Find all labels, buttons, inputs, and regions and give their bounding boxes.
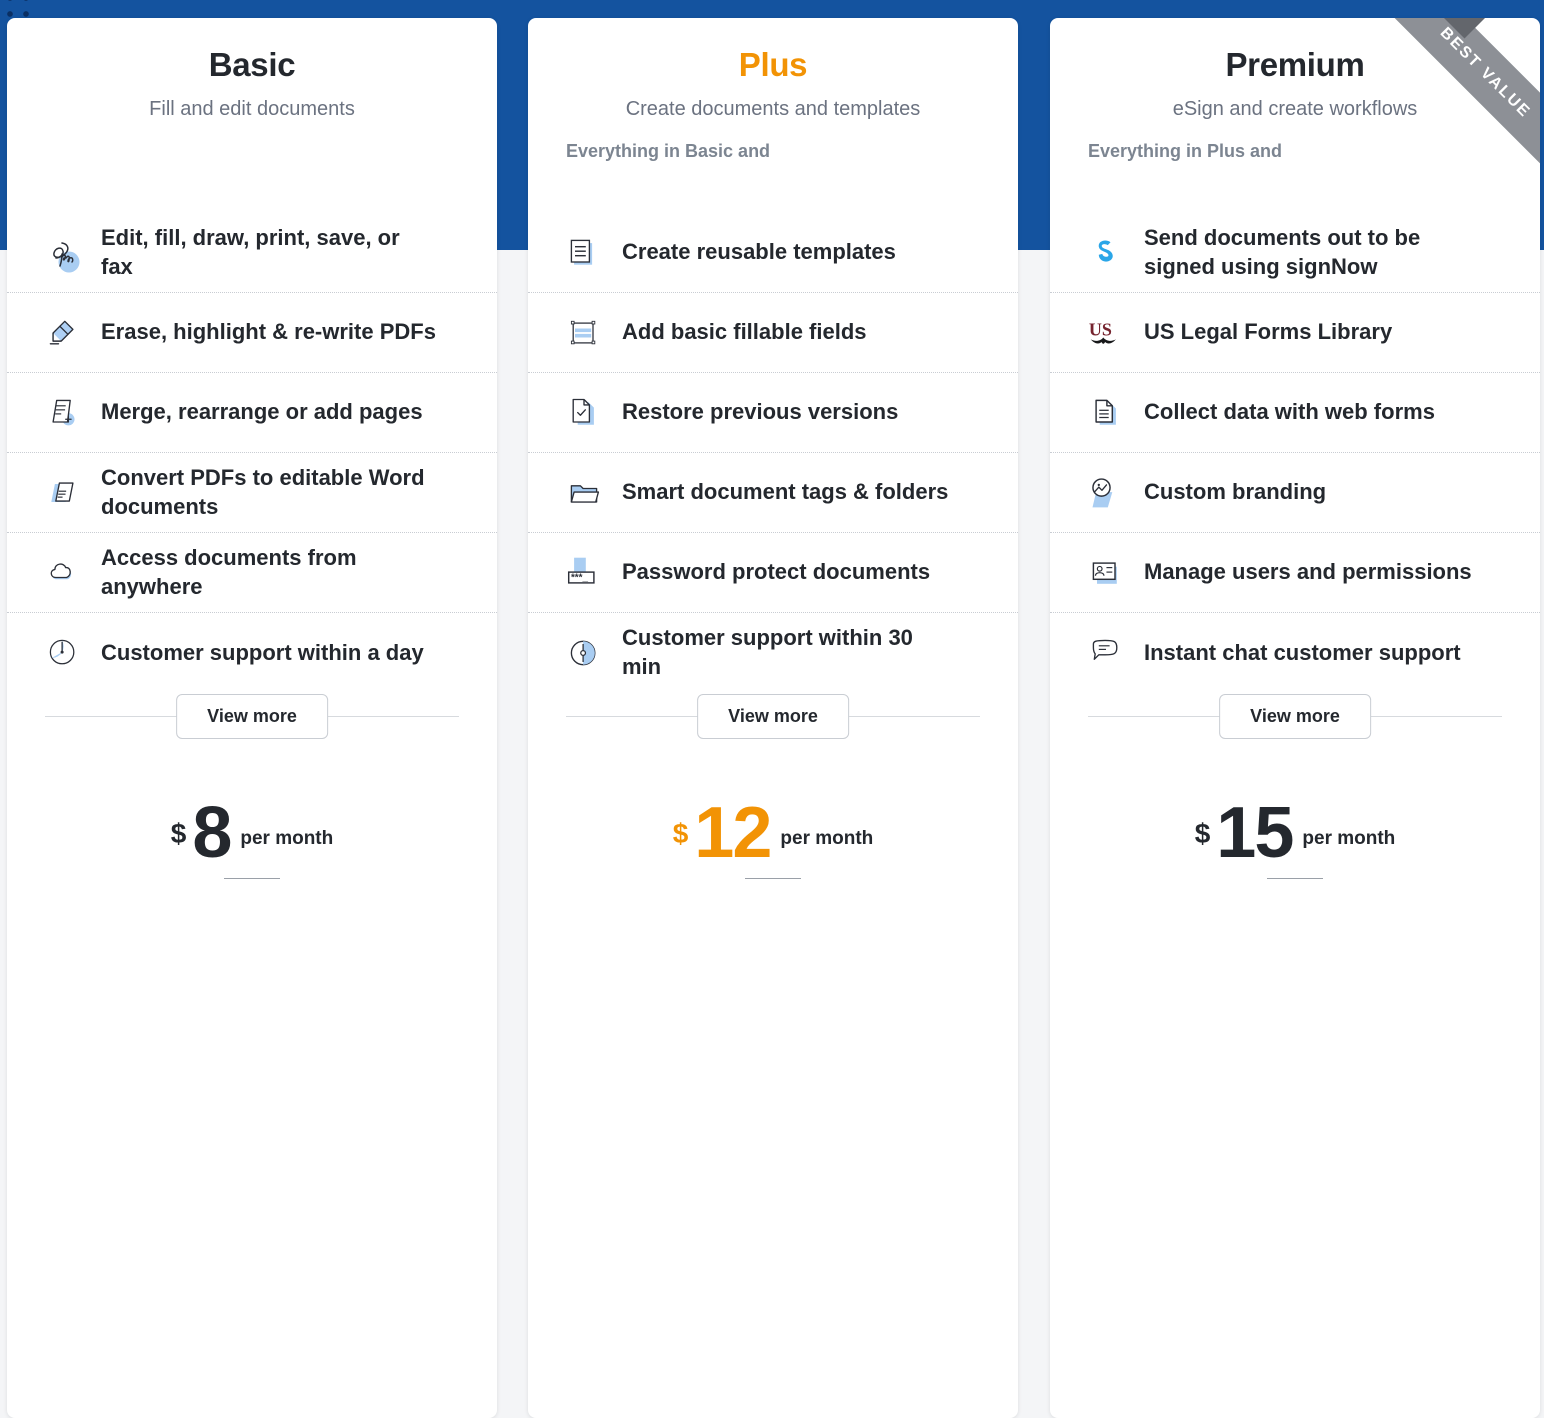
svg-text:***_: ***_ <box>571 572 589 583</box>
svg-text:US: US <box>1089 319 1112 339</box>
